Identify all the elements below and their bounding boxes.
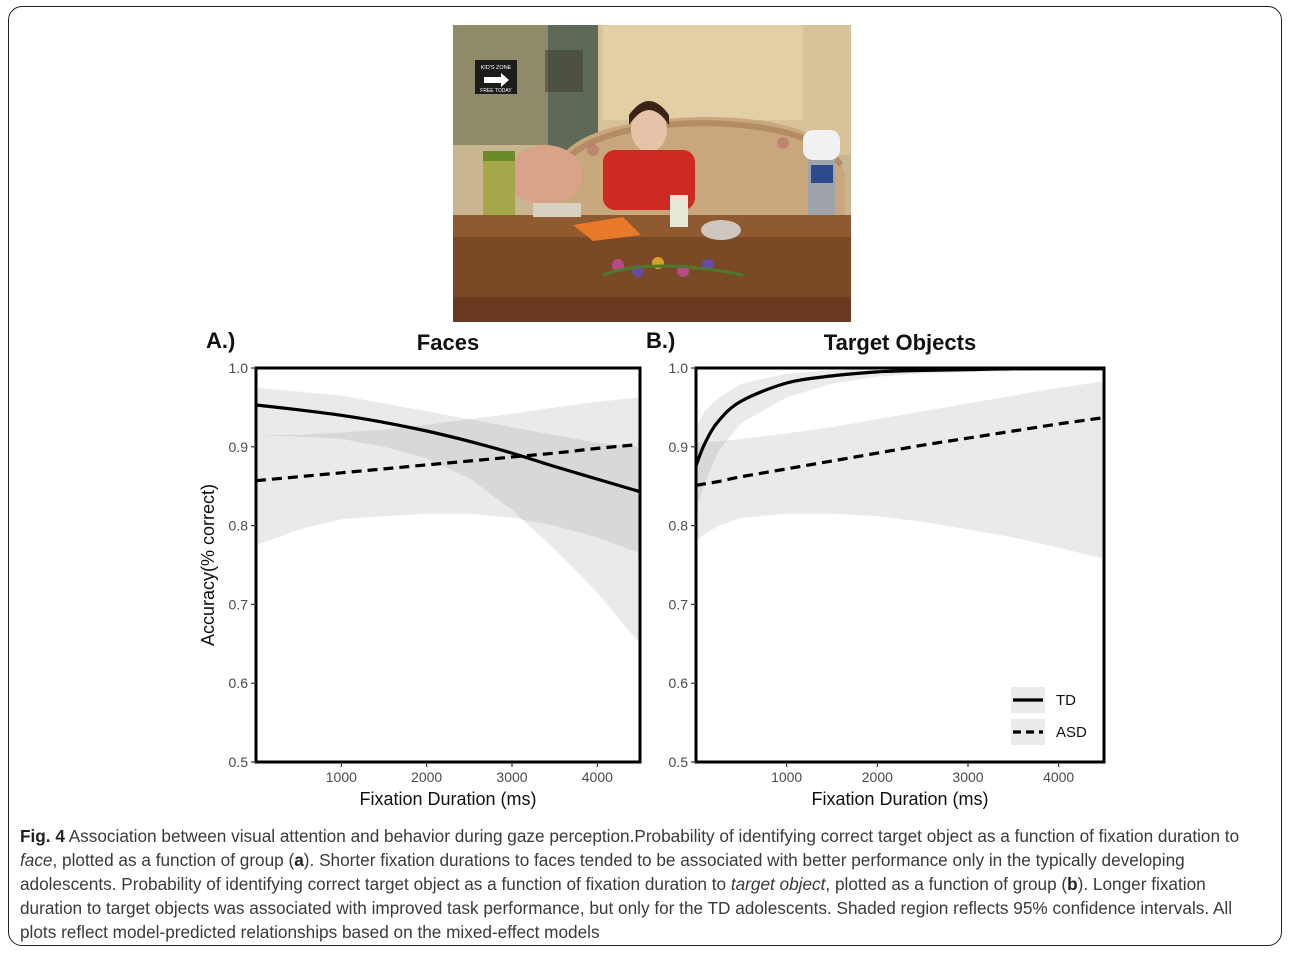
figure-frame bbox=[8, 6, 1282, 946]
y-tick-label: 0.7 bbox=[669, 596, 689, 612]
caption-text-5: ). Longer fixation duration to target ob… bbox=[20, 874, 1233, 942]
caption-target-word: target object bbox=[730, 874, 826, 894]
caption-a-letter: a bbox=[294, 850, 304, 870]
legend-label-asd: ASD bbox=[1056, 724, 1087, 741]
series-line-td bbox=[255, 403, 641, 494]
ci-band-td bbox=[256, 387, 640, 644]
chart-target-objects: 0.5 0.6 0.7 0.8 0.9 1.0 1000 2000 3000 4000 Fixati… bbox=[646, 328, 1106, 809]
x-tick-label: 4000 bbox=[1043, 769, 1074, 785]
caption-text-4: , plotted as a function of group ( bbox=[825, 874, 1068, 894]
y-tick-label: 0.5 bbox=[669, 754, 689, 770]
caption-text-3: ). Shorter fixation durations to faces t… bbox=[20, 850, 1185, 894]
kids-zone-sign: KID'S ZONE FREE TODAY bbox=[475, 60, 517, 94]
y-tick-label: 1.0 bbox=[669, 360, 689, 376]
chart-faces: 0.5 0.6 0.7 0.8 0.9 1.0 1000 2000 3000 4000 Fixati… bbox=[198, 328, 642, 809]
y-tick-label: 0.8 bbox=[229, 518, 249, 534]
y-tick-label: 0.6 bbox=[229, 675, 249, 691]
scene-photo-drawing: KID'S ZONE FREE TODAY bbox=[453, 25, 851, 322]
figure-caption: Fig. 4 Association between visual attent… bbox=[20, 824, 1272, 944]
panel-tag: A.) bbox=[206, 328, 235, 353]
x-tick-label: 2000 bbox=[862, 769, 893, 785]
caption-b-letter: b bbox=[1067, 874, 1078, 894]
y-tick-label: 0.7 bbox=[229, 596, 249, 612]
svg-text:FREE TODAY: FREE TODAY bbox=[480, 88, 512, 94]
panel-tag: B.) bbox=[646, 328, 675, 353]
x-tick-label: 1000 bbox=[771, 769, 802, 785]
series-line-asd bbox=[695, 416, 1105, 487]
caption-fig-label: Fig. 4 bbox=[20, 826, 65, 846]
x-tick-label: 1000 bbox=[326, 769, 357, 785]
caption-text-2: , plotted as a function of group ( bbox=[52, 850, 295, 870]
series-line-asd bbox=[255, 442, 641, 483]
y-axis-label: Accuracy(% correct) bbox=[198, 484, 218, 646]
x-axis-label: Fixation Duration (ms) bbox=[359, 789, 536, 809]
y-tick-label: 0.8 bbox=[669, 518, 689, 534]
y-tick-label: 0.9 bbox=[229, 439, 249, 455]
x-tick-label: 3000 bbox=[496, 769, 527, 785]
x-tick-label: 2000 bbox=[411, 769, 442, 785]
caption-face-word: face bbox=[20, 850, 53, 870]
svg-text:KID'S ZONE: KID'S ZONE bbox=[481, 65, 512, 71]
x-tick-label: 3000 bbox=[952, 769, 983, 785]
y-tick-label: 0.9 bbox=[669, 439, 689, 455]
ci-band-asd bbox=[696, 381, 1104, 559]
y-tick-label: 1.0 bbox=[229, 360, 249, 376]
y-tick-label: 0.6 bbox=[669, 675, 689, 691]
caption-text-1: Association between visual attention and… bbox=[64, 826, 1240, 846]
scene-photo: KID'S ZONE FREE TODAY bbox=[453, 25, 851, 322]
panel-title: Faces bbox=[417, 330, 479, 355]
x-axis-label: Fixation Duration (ms) bbox=[811, 789, 988, 809]
ci-band-asd bbox=[256, 397, 640, 554]
x-tick-label: 4000 bbox=[582, 769, 613, 785]
y-tick-label: 0.5 bbox=[229, 754, 249, 770]
plot-frame bbox=[694, 366, 1106, 764]
legend-label-td: TD bbox=[1056, 692, 1076, 709]
plot-frame bbox=[254, 366, 642, 764]
panel-title: Target Objects bbox=[824, 330, 976, 355]
